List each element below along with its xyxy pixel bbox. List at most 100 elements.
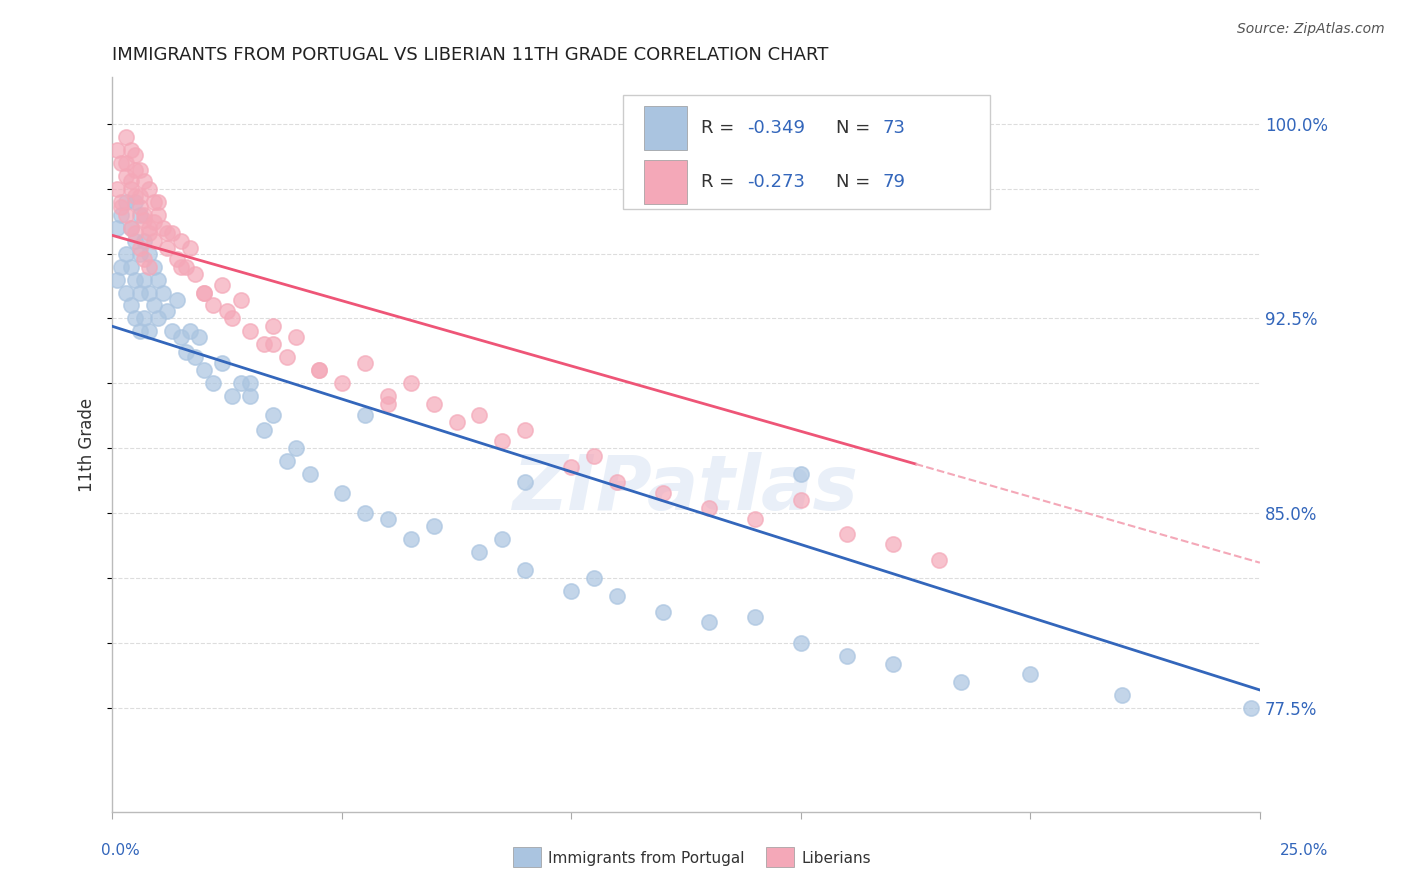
- Point: [744, 511, 766, 525]
- Point: [134, 212, 156, 227]
- Point: [193, 285, 215, 300]
- Point: [308, 363, 330, 377]
- Point: [128, 189, 150, 203]
- Point: [134, 311, 156, 326]
- Point: [560, 459, 582, 474]
- Point: [174, 345, 197, 359]
- Point: [110, 200, 132, 214]
- Point: [422, 519, 444, 533]
- Point: [399, 376, 422, 391]
- Point: [276, 454, 298, 468]
- Point: [184, 351, 207, 365]
- Point: [193, 363, 215, 377]
- Point: [110, 208, 132, 222]
- Point: [156, 241, 179, 255]
- Point: [253, 337, 276, 351]
- Point: [166, 293, 188, 308]
- Point: [120, 181, 142, 195]
- Point: [744, 610, 766, 624]
- Point: [120, 143, 142, 157]
- Point: [124, 189, 146, 203]
- Point: [138, 325, 160, 339]
- Point: [134, 174, 156, 188]
- Point: [128, 285, 150, 300]
- Point: [152, 285, 174, 300]
- Point: [142, 234, 165, 248]
- Point: [142, 298, 165, 312]
- Point: [120, 260, 142, 274]
- Y-axis label: 11th Grade: 11th Grade: [79, 398, 96, 491]
- Point: [120, 220, 142, 235]
- Point: [170, 234, 193, 248]
- Point: [138, 226, 160, 240]
- Point: [399, 533, 422, 547]
- Point: [110, 194, 132, 209]
- Point: [120, 298, 142, 312]
- Text: 73: 73: [883, 120, 905, 137]
- Point: [377, 397, 399, 411]
- Point: [115, 169, 138, 183]
- Point: [353, 506, 375, 520]
- Point: [353, 356, 375, 370]
- Point: [146, 311, 169, 326]
- Point: [115, 155, 138, 169]
- Point: [110, 260, 132, 274]
- Text: -0.273: -0.273: [747, 173, 804, 191]
- Point: [115, 208, 138, 222]
- Point: [239, 325, 262, 339]
- Point: [142, 194, 165, 209]
- Point: [105, 272, 128, 286]
- Point: [583, 571, 606, 585]
- Point: [170, 260, 193, 274]
- Point: [124, 163, 146, 178]
- Point: [1019, 667, 1042, 681]
- Point: [120, 174, 142, 188]
- Text: N =: N =: [837, 120, 876, 137]
- Point: [284, 329, 307, 343]
- Point: [652, 605, 675, 619]
- Text: R =: R =: [702, 120, 740, 137]
- Point: [128, 241, 150, 255]
- Point: [377, 511, 399, 525]
- Text: Liberians: Liberians: [801, 851, 872, 865]
- Point: [239, 389, 262, 403]
- Point: [128, 246, 150, 260]
- Point: [174, 260, 197, 274]
- Point: [790, 467, 813, 482]
- Point: [515, 423, 537, 437]
- Point: [105, 220, 128, 235]
- Point: [193, 285, 215, 300]
- Point: [835, 649, 858, 664]
- Point: [115, 285, 138, 300]
- Point: [882, 537, 904, 551]
- Point: [138, 220, 160, 235]
- Point: [422, 397, 444, 411]
- Text: N =: N =: [837, 173, 876, 191]
- Point: [138, 260, 160, 274]
- Point: [156, 303, 179, 318]
- Point: [105, 143, 128, 157]
- Point: [262, 319, 284, 334]
- Point: [1111, 688, 1133, 702]
- Point: [156, 226, 179, 240]
- Point: [115, 129, 138, 144]
- Point: [276, 351, 298, 365]
- Point: [697, 501, 720, 516]
- Point: [124, 311, 146, 326]
- Point: [790, 636, 813, 650]
- Point: [160, 226, 183, 240]
- Text: 0.0%: 0.0%: [101, 843, 141, 858]
- Point: [353, 408, 375, 422]
- Point: [790, 493, 813, 508]
- Text: 25.0%: 25.0%: [1281, 843, 1329, 858]
- Point: [128, 163, 150, 178]
- Point: [138, 181, 160, 195]
- Point: [211, 277, 233, 292]
- Point: [229, 293, 252, 308]
- Point: [491, 533, 513, 547]
- Text: 79: 79: [883, 173, 905, 191]
- Point: [697, 615, 720, 630]
- Point: [253, 423, 276, 437]
- Point: [179, 325, 201, 339]
- Point: [170, 329, 193, 343]
